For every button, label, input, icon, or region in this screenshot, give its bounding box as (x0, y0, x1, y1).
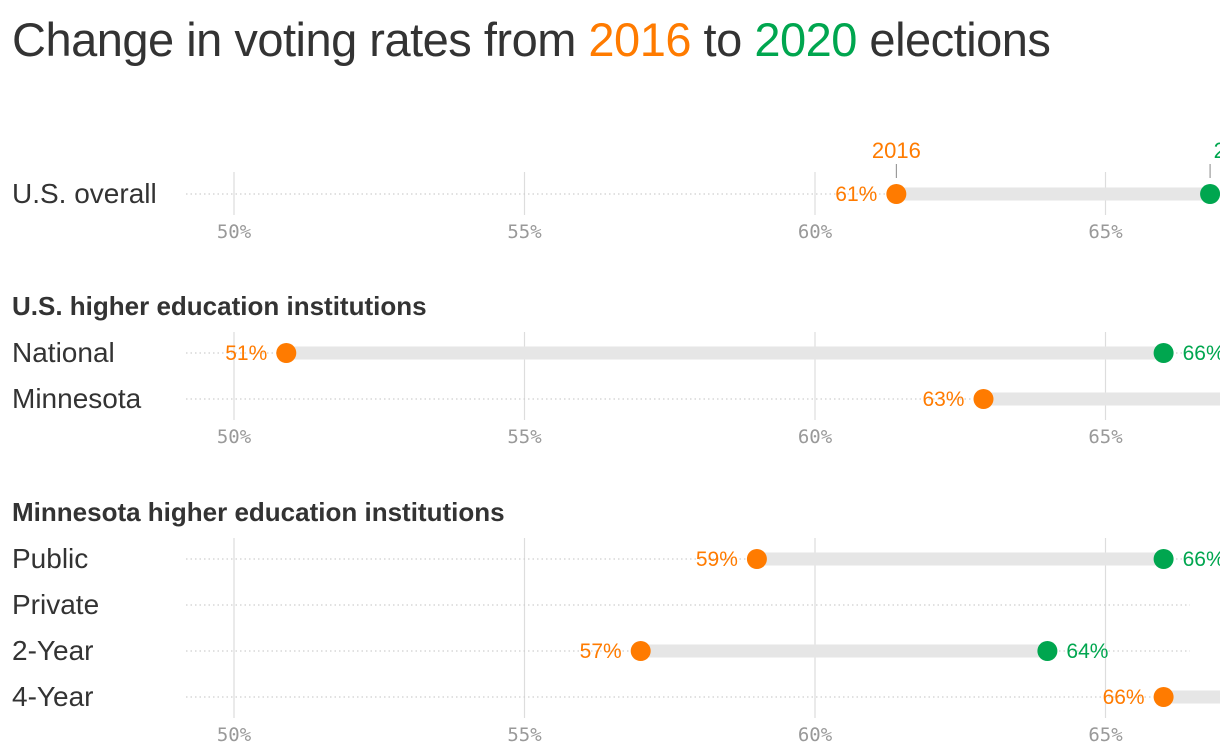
category-label: U.S. overall (12, 178, 157, 209)
category-label: National (12, 337, 115, 368)
title-after: elections (856, 13, 1051, 66)
title-middle: to (690, 13, 755, 66)
x-tick-label: 60% (798, 426, 833, 448)
section-heading: Minnesota higher education institutions (12, 497, 505, 527)
dot-2016 (973, 389, 994, 409)
category-label: 2-Year (12, 635, 93, 666)
dot-2016 (276, 343, 297, 363)
value-label-2016: 66% (1103, 686, 1145, 709)
x-tick-label: 65% (1088, 221, 1123, 243)
x-tick-label: 55% (507, 426, 542, 448)
x-tick-label: 50% (217, 426, 252, 448)
value-label-2016: 63% (922, 388, 964, 411)
title-year-2016: 2016 (588, 13, 691, 66)
category-label: Public (12, 543, 88, 574)
dot-2020 (1037, 641, 1058, 661)
x-tick-label: 60% (798, 724, 833, 746)
dot-2016 (630, 641, 651, 661)
dot-2020 (1200, 184, 1220, 204)
dot-2020 (1153, 549, 1174, 569)
category-label: 4-Year (12, 681, 93, 712)
category-label: Minnesota (12, 383, 142, 414)
dot-2016 (1153, 687, 1174, 707)
x-tick-label: 50% (217, 221, 252, 243)
value-label-2016: 61% (835, 183, 877, 206)
title-year-2020: 2020 (754, 13, 857, 66)
x-tick-label: 55% (507, 724, 542, 746)
x-tick-label: 55% (507, 221, 542, 243)
dot-2020 (1153, 343, 1174, 363)
value-label-2020: 66% (1183, 548, 1220, 571)
title-before: Change in voting rates from (12, 13, 589, 66)
legend-label-2020: 2020 (1214, 138, 1220, 163)
value-label-2020: 66% (1183, 342, 1220, 365)
x-tick-label: 60% (798, 221, 833, 243)
x-tick-label: 65% (1088, 724, 1123, 746)
x-tick-label: 50% (217, 724, 252, 746)
value-label-2020: 64% (1066, 640, 1108, 663)
chart-title: Change in voting rates from 2016 to 2020… (12, 12, 1051, 67)
dot-2016 (746, 549, 767, 569)
section-heading: U.S. higher education institutions (12, 291, 427, 321)
category-label: Private (12, 589, 99, 620)
value-label-2016: 51% (225, 342, 267, 365)
value-label-2016: 57% (580, 640, 622, 663)
dot-2016 (886, 184, 907, 204)
value-label-2016: 59% (696, 548, 738, 571)
x-tick-label: 65% (1088, 426, 1123, 448)
legend-label-2016: 2016 (872, 138, 921, 163)
